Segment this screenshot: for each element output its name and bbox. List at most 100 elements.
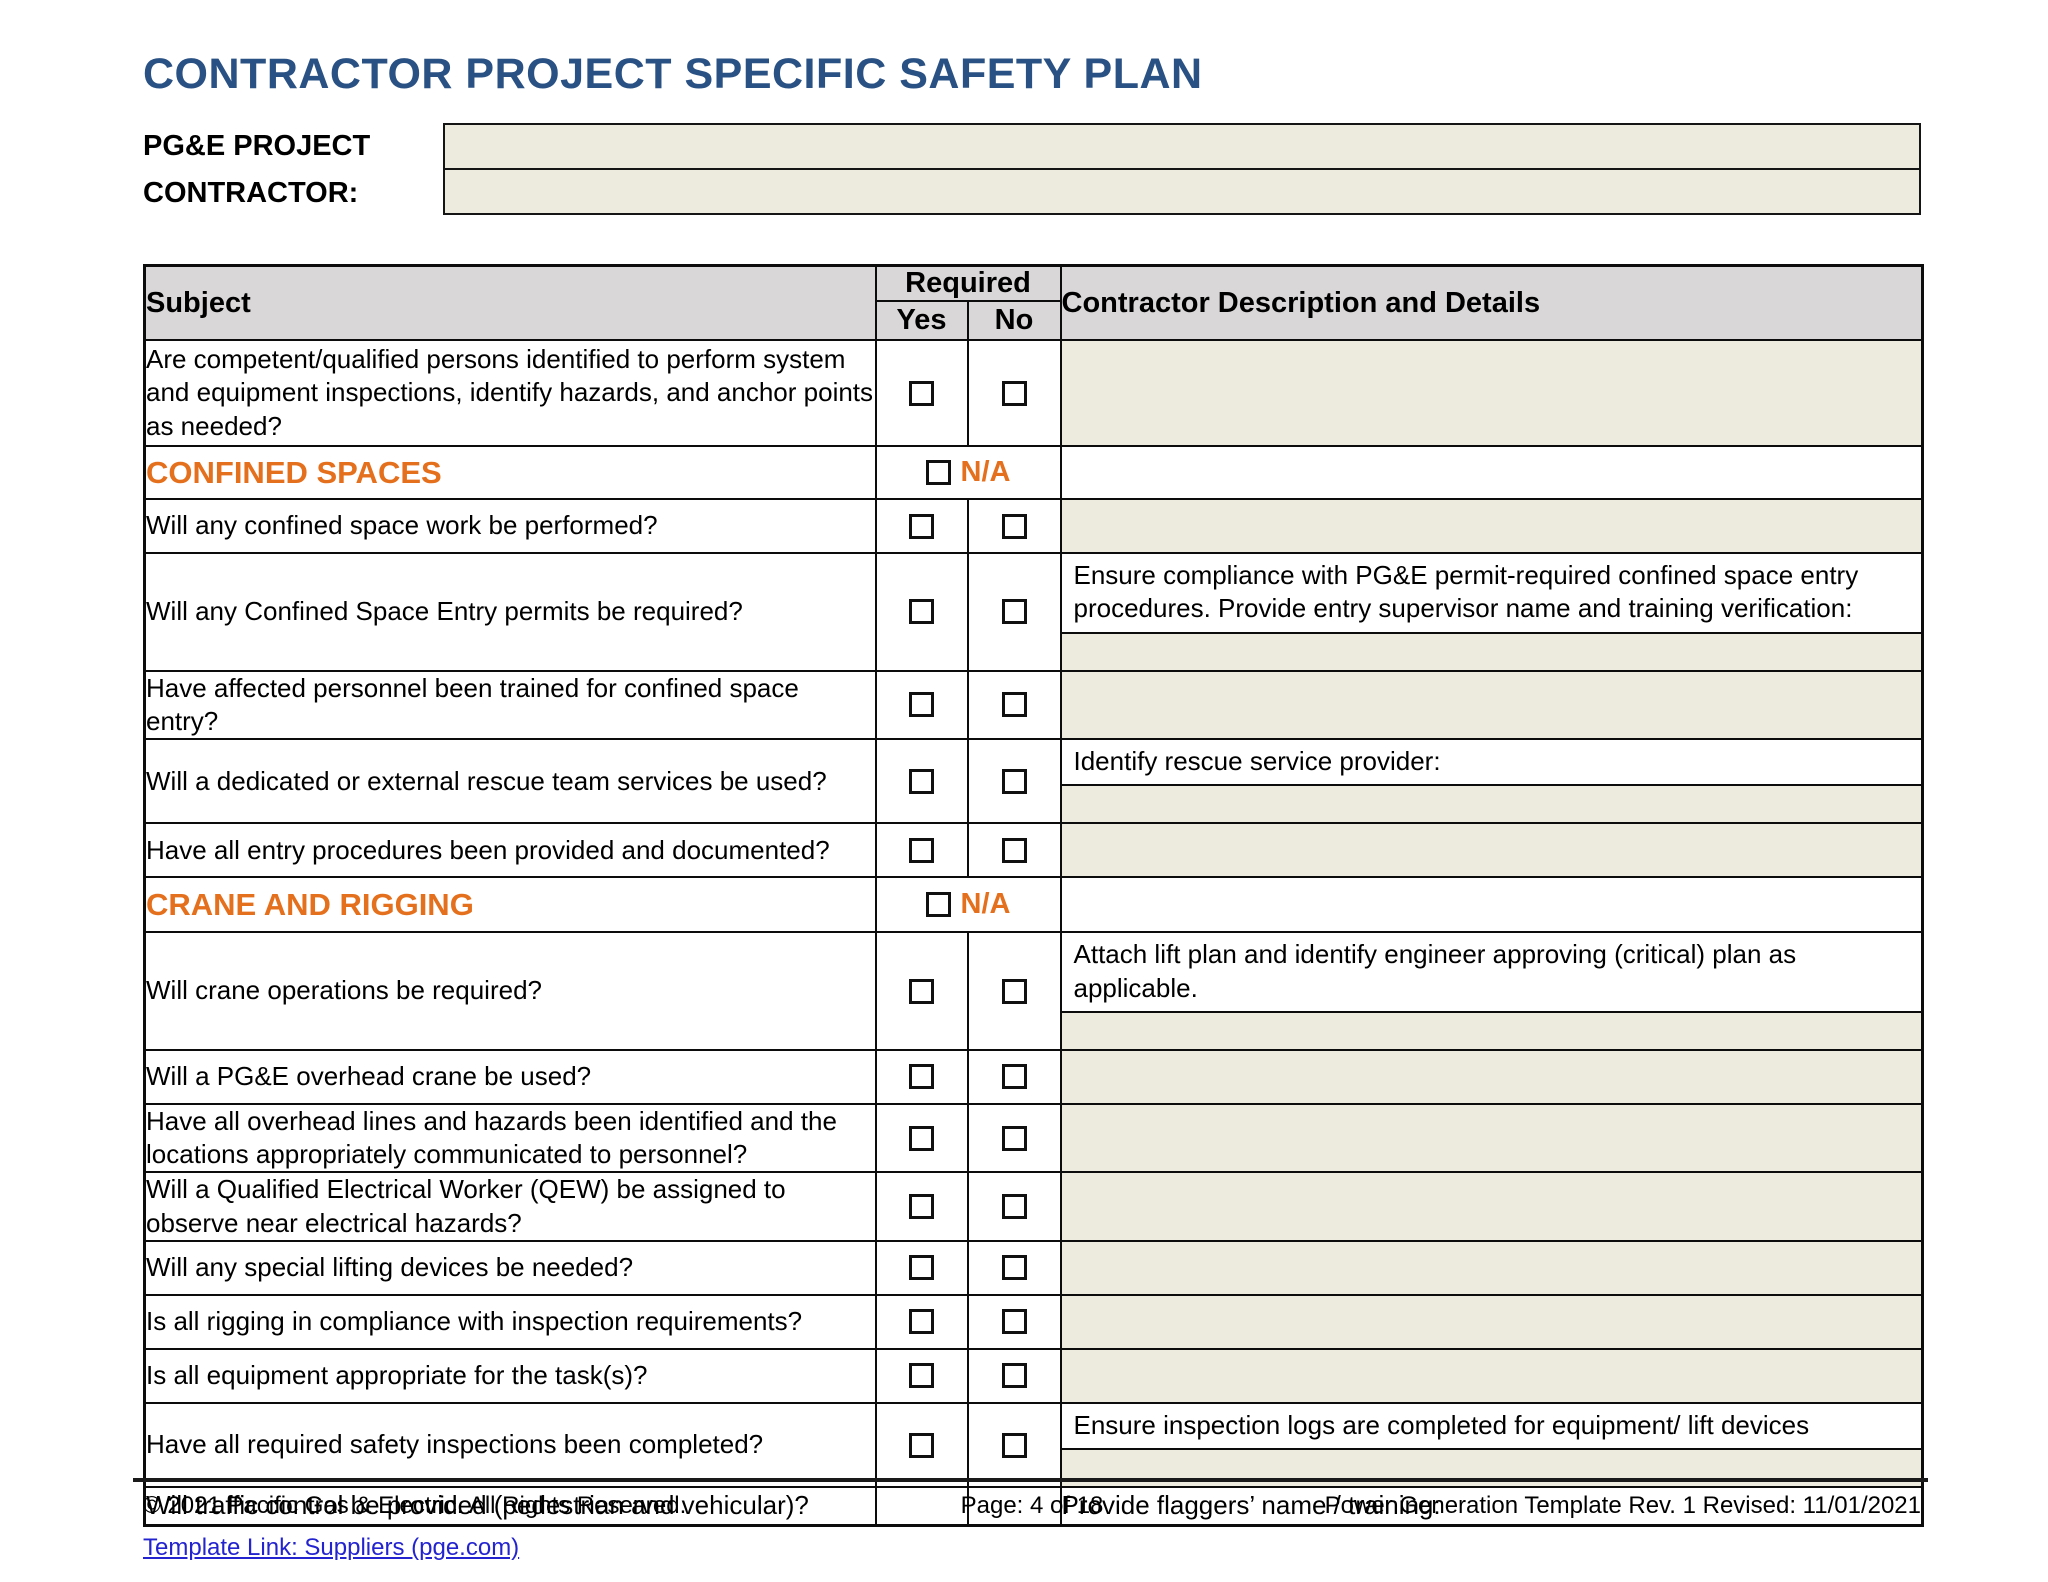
footer-divider	[133, 1478, 1928, 1482]
header-fields: PG&E PROJECT CONTRACTOR:	[143, 123, 1921, 217]
description-instruction: Ensure compliance with PG&E permit-requi…	[1061, 554, 1921, 634]
no-checkbox[interactable]	[1001, 1125, 1027, 1151]
table-row: Will any confined space work be performe…	[143, 498, 1924, 554]
no-checkbox[interactable]	[1001, 1432, 1027, 1458]
na-checkbox[interactable]	[925, 892, 951, 918]
yes-checkbox[interactable]	[909, 1363, 934, 1389]
field-labels: PG&E PROJECT CONTRACTOR:	[143, 123, 443, 217]
yes-checkbox[interactable]	[909, 1255, 934, 1281]
yes-checkbox[interactable]	[909, 1125, 934, 1151]
question-text: Will any confined space work be performe…	[143, 498, 877, 554]
description-input[interactable]	[1059, 1048, 1924, 1105]
section-description-cell	[1059, 876, 1924, 934]
no-checkbox[interactable]	[1001, 1064, 1027, 1090]
required-column-header: Required	[874, 264, 1062, 302]
yes-checkbox[interactable]	[909, 768, 934, 794]
question-text: Have all overhead lines and hazards been…	[143, 1102, 877, 1174]
no-cell	[966, 822, 1062, 879]
section-row: CONFINED SPACES N/A	[143, 445, 1924, 500]
description-input[interactable]	[1059, 498, 1924, 554]
no-cell	[966, 1401, 1062, 1489]
question-text: Will crane operations be required?	[143, 931, 877, 1051]
no-checkbox[interactable]	[1001, 1309, 1027, 1335]
description-input[interactable]	[1061, 786, 1921, 823]
description-input[interactable]	[1059, 1293, 1924, 1350]
subject-column-header: Subject	[143, 264, 877, 341]
description-input[interactable]	[1061, 1012, 1921, 1049]
no-checkbox[interactable]	[1001, 380, 1027, 406]
yes-checkbox[interactable]	[909, 380, 934, 406]
no-column-header: No	[966, 300, 1062, 341]
table-row: Have affected personnel been trained for…	[143, 669, 1924, 741]
yes-checkbox[interactable]	[909, 692, 934, 718]
no-checkbox[interactable]	[1001, 599, 1027, 625]
description-instruction: Ensure inspection logs are completed for…	[1061, 1403, 1921, 1451]
yes-cell	[874, 1401, 969, 1489]
yes-checkbox[interactable]	[909, 837, 934, 863]
contractor-input[interactable]	[443, 168, 1921, 215]
question-text: Is all equipment appropriate for the tas…	[143, 1347, 877, 1404]
yes-cell	[874, 738, 969, 825]
no-cell	[966, 498, 1062, 554]
yes-cell	[874, 1171, 969, 1242]
table-header: Subject Required Contractor Description …	[143, 264, 1924, 341]
yes-checkbox[interactable]	[909, 978, 934, 1004]
no-checkbox[interactable]	[1001, 1194, 1027, 1220]
description-input[interactable]	[1059, 669, 1924, 741]
question-text: Will any special lifting devices be need…	[143, 1239, 877, 1296]
no-checkbox[interactable]	[1001, 837, 1027, 863]
description-input[interactable]	[1061, 633, 1921, 670]
description-input[interactable]	[1059, 1347, 1924, 1404]
yes-cell	[874, 1102, 969, 1174]
no-cell	[966, 1048, 1062, 1105]
no-cell	[966, 1347, 1062, 1404]
page-number: Page: 4 of 18	[960, 1492, 1104, 1519]
yes-checkbox[interactable]	[909, 599, 934, 625]
pge-project-input[interactable]	[443, 123, 1921, 170]
template-link[interactable]: Template Link: Suppliers (pge.com)	[143, 1534, 520, 1561]
yes-cell	[874, 1293, 969, 1350]
question-text: Have all entry procedures been provided …	[143, 822, 877, 879]
yes-checkbox[interactable]	[909, 513, 934, 539]
yes-checkbox[interactable]	[909, 1309, 934, 1335]
no-cell	[966, 1293, 1062, 1350]
description-cell: Ensure inspection logs are completed for…	[1059, 1401, 1924, 1489]
description-cell: Attach lift plan and identify engineer a…	[1059, 931, 1924, 1051]
table-row: Will a dedicated or external rescue team…	[143, 738, 1924, 825]
no-checkbox[interactable]	[1001, 1363, 1027, 1389]
section-title: CONFINED SPACES	[143, 445, 877, 500]
na-label: N/A	[960, 888, 1011, 921]
pge-project-label: PG&E PROJECT	[143, 130, 371, 162]
no-cell	[966, 669, 1062, 741]
section-description-cell	[1059, 445, 1924, 500]
question-text: Is all rigging in compliance with inspec…	[143, 1293, 877, 1350]
table-row: Is all equipment appropriate for the tas…	[143, 1347, 1924, 1404]
yes-cell	[874, 669, 969, 741]
description-input[interactable]	[1059, 339, 1924, 447]
yes-cell	[874, 552, 969, 672]
description-input[interactable]	[1059, 1239, 1924, 1296]
yes-checkbox[interactable]	[909, 1064, 934, 1090]
description-input[interactable]	[1059, 1102, 1924, 1174]
yes-checkbox[interactable]	[909, 1432, 934, 1458]
description-instruction: Attach lift plan and identify engineer a…	[1061, 933, 1921, 1013]
copyright-text: © 2021 Pacific Gas & Electric. All Right…	[143, 1492, 687, 1519]
description-input[interactable]	[1059, 822, 1924, 879]
no-checkbox[interactable]	[1001, 768, 1027, 794]
yes-checkbox[interactable]	[909, 1194, 934, 1220]
contractor-label: CONTRACTOR:	[143, 177, 359, 209]
no-checkbox[interactable]	[1001, 1255, 1027, 1281]
no-checkbox[interactable]	[1001, 513, 1027, 539]
table-row: Have all entry procedures been provided …	[143, 822, 1924, 879]
yes-column-header: Yes	[874, 300, 969, 341]
table-row: Will a Qualified Electrical Worker (QEW)…	[143, 1171, 1924, 1242]
no-checkbox[interactable]	[1001, 692, 1027, 718]
description-instruction: Provide flaggers’ name / training:	[1059, 1486, 1924, 1527]
description-input[interactable]	[1059, 1171, 1924, 1242]
no-checkbox[interactable]	[1001, 978, 1027, 1004]
no-cell	[966, 1239, 1062, 1296]
no-cell	[966, 931, 1062, 1051]
na-checkbox[interactable]	[925, 460, 951, 485]
yes-cell	[874, 1239, 969, 1296]
